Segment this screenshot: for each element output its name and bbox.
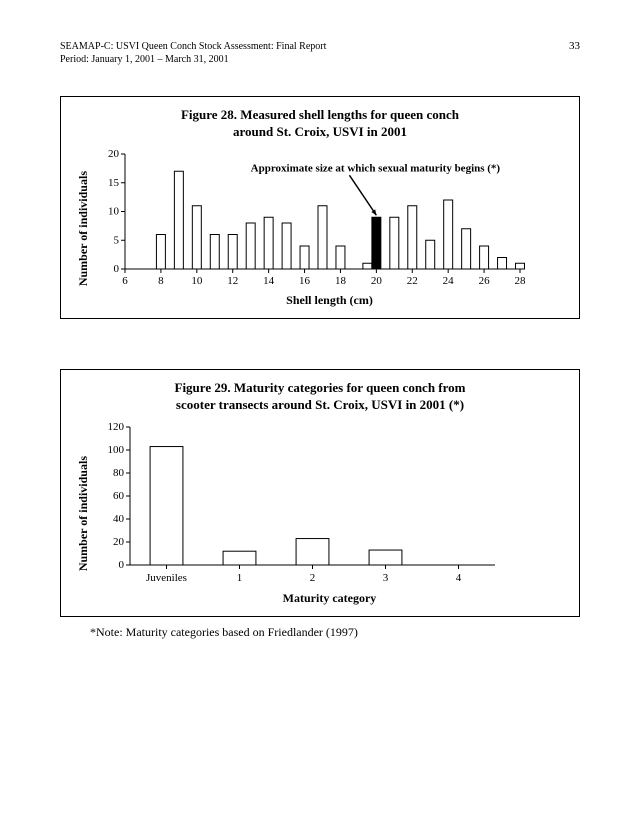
bar (390, 217, 399, 269)
svg-text:26: 26 (479, 275, 491, 287)
figure-29-body: Number of individuals 0 20 40 60 80 100 120 Juv… (76, 422, 564, 606)
header-line2: Period: January 1, 2001 – March 31, 2001 (60, 53, 326, 66)
figure-28-ylabel: Number of individuals (76, 171, 91, 286)
svg-text:20: 20 (371, 275, 383, 287)
bar (264, 217, 273, 269)
bar (498, 257, 507, 269)
figure-28-xlabel: Shell length (cm) (95, 293, 564, 308)
bar (192, 206, 201, 269)
svg-text:40: 40 (113, 513, 125, 525)
page-container: SEAMAP-C: USVI Queen Conch Stock Assessm… (0, 0, 630, 680)
figure-29-title-text: Figure 29. Maturity categories for queen… (175, 380, 466, 412)
bar (363, 263, 372, 269)
bar (372, 217, 381, 269)
figure-29: Figure 29. Maturity categories for queen… (60, 369, 580, 617)
svg-text:0: 0 (119, 559, 125, 571)
bar (369, 550, 402, 565)
svg-text:22: 22 (407, 275, 418, 287)
svg-text:60: 60 (113, 490, 125, 502)
svg-text:15: 15 (108, 177, 120, 189)
annotation-arrow (349, 175, 376, 215)
svg-text:5: 5 (114, 234, 120, 246)
page-header: SEAMAP-C: USVI Queen Conch Stock Assessm… (60, 40, 580, 66)
bar (300, 246, 309, 269)
figure-28-plot: 0 5 10 15 20 6 8 10 12 14 16 18 20 22 24 26 28 Approximat… (95, 149, 564, 308)
svg-text:6: 6 (122, 275, 128, 287)
svg-text:1: 1 (237, 572, 243, 584)
bar (156, 234, 165, 269)
bar (223, 551, 256, 565)
svg-text:2: 2 (310, 572, 316, 584)
figure-28-body: Number of individuals 0 5 10 15 20 6 8 10 12 14 16… (76, 149, 564, 308)
svg-text:100: 100 (108, 444, 125, 456)
bar (408, 206, 417, 269)
svg-text:8: 8 (158, 275, 164, 287)
figure-29-plot: 0 20 40 60 80 100 120 Juveniles 1 2 3 4 Maturity ca… (95, 422, 564, 606)
bar (318, 206, 327, 269)
figure-28-title: Figure 28. Measured shell lengths for qu… (76, 107, 564, 141)
figure-28-title-text: Figure 28. Measured shell lengths for qu… (181, 107, 459, 139)
annotation-text: Approximate size at which sexual maturit… (251, 162, 501, 174)
svg-text:12: 12 (227, 275, 238, 287)
svg-text:28: 28 (515, 275, 526, 287)
figure-29-svg: 0 20 40 60 80 100 120 Juveniles 1 2 3 4 (95, 422, 505, 587)
svg-text:Juveniles: Juveniles (146, 572, 187, 584)
footnote: *Note: Maturity categories based on Frie… (90, 625, 580, 640)
bar (228, 234, 237, 269)
svg-text:4: 4 (456, 572, 462, 584)
figure-29-ylabel: Number of individuals (76, 456, 91, 571)
figure-28: Figure 28. Measured shell lengths for qu… (60, 96, 580, 319)
svg-text:20: 20 (108, 149, 120, 160)
svg-text:80: 80 (113, 467, 125, 479)
svg-text:3: 3 (383, 572, 389, 584)
header-left: SEAMAP-C: USVI Queen Conch Stock Assessm… (60, 40, 326, 66)
figure-29-xlabel: Maturity category (95, 591, 564, 606)
bar (296, 538, 329, 564)
bar (426, 240, 435, 269)
figure-28-svg: 0 5 10 15 20 6 8 10 12 14 16 18 20 22 24 26 28 Approximat… (95, 149, 525, 289)
bar (174, 171, 183, 269)
svg-text:24: 24 (443, 275, 455, 287)
header-line1: SEAMAP-C: USVI Queen Conch Stock Assessm… (60, 40, 326, 53)
svg-text:10: 10 (108, 205, 120, 217)
svg-text:20: 20 (113, 536, 125, 548)
bar (282, 223, 291, 269)
bar (480, 246, 489, 269)
bar (462, 229, 471, 269)
svg-text:0: 0 (114, 263, 120, 275)
bar (210, 234, 219, 269)
svg-text:18: 18 (335, 275, 347, 287)
bar (336, 246, 345, 269)
figure-29-title: Figure 29. Maturity categories for queen… (76, 380, 564, 414)
svg-text:120: 120 (108, 422, 125, 433)
bar (444, 200, 453, 269)
bar (246, 223, 255, 269)
bar (516, 263, 525, 269)
bar (150, 446, 183, 564)
page-number: 33 (569, 40, 580, 66)
svg-text:10: 10 (191, 275, 203, 287)
svg-text:14: 14 (263, 275, 275, 287)
svg-text:16: 16 (299, 275, 311, 287)
